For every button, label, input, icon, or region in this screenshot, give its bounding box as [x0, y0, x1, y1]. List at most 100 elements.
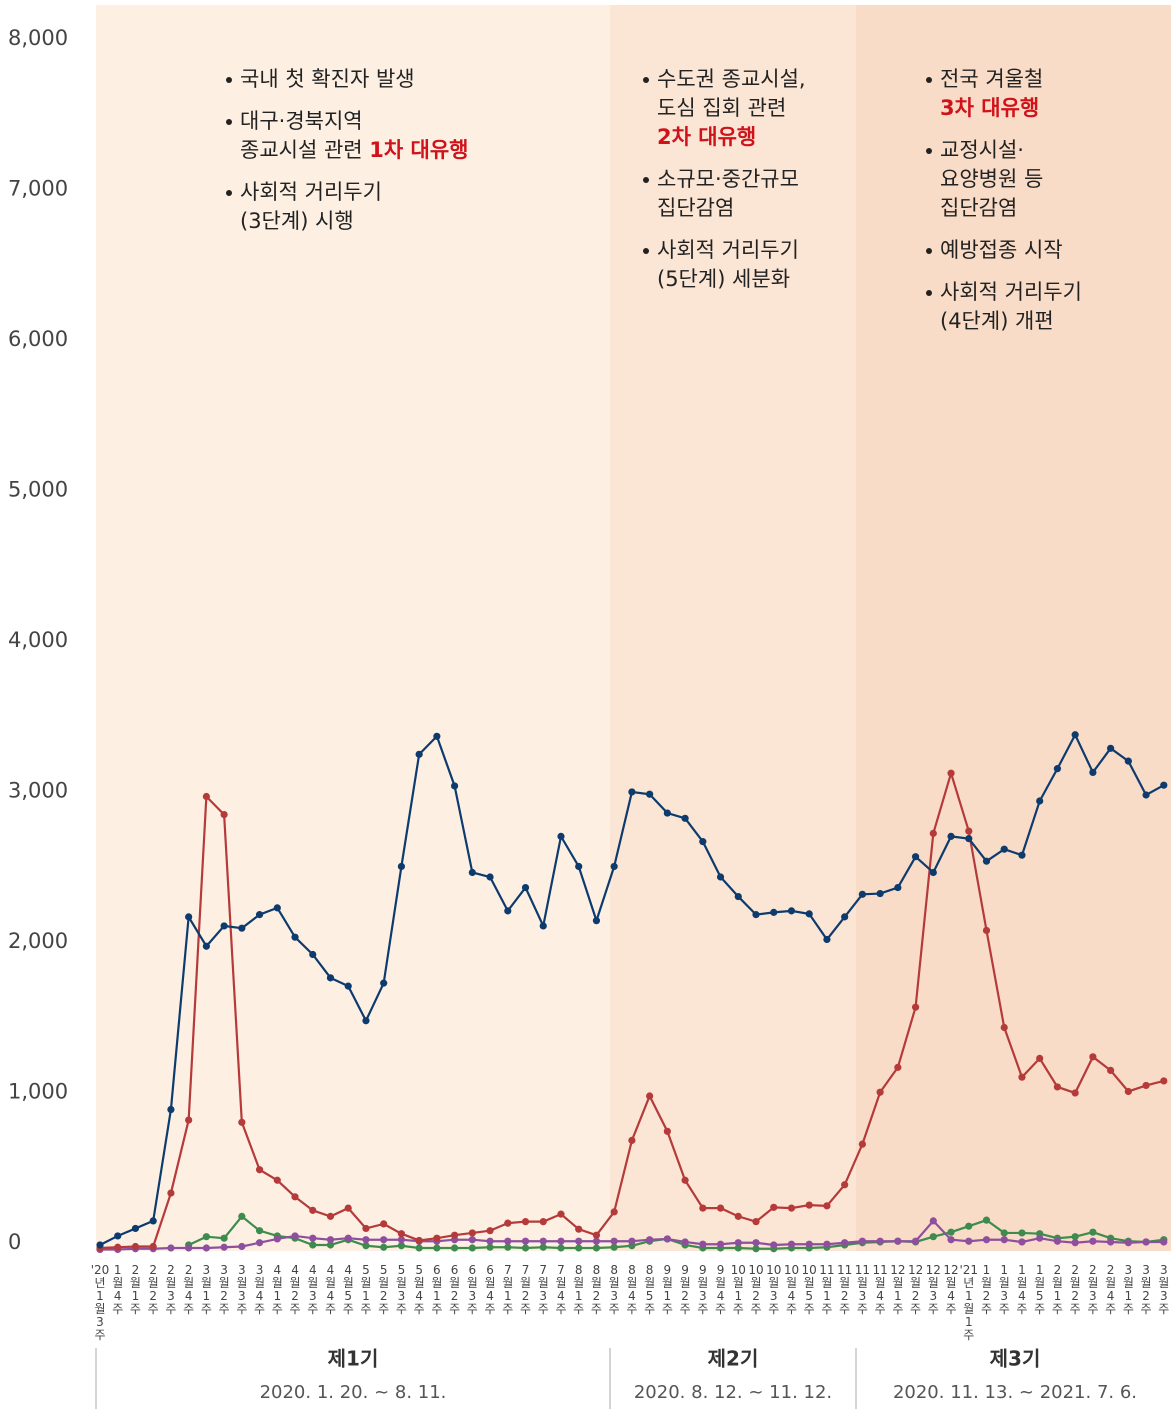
y-tick-label: 0 — [8, 1230, 21, 1254]
x-tick-label-part: 1 — [965, 1289, 973, 1303]
x-tick-label-part: 1 — [433, 1289, 441, 1303]
x-tick-label-part: 월 — [183, 1276, 194, 1290]
x-tick-label-part: 주 — [680, 1302, 691, 1316]
x-tick-label-part: 주 — [165, 1302, 176, 1316]
x-tick-label-part: 4 — [114, 1289, 122, 1303]
annotation-line: 2차 대유행 — [657, 125, 756, 149]
x-tick-label-part: 주 — [467, 1302, 478, 1316]
series-point — [326, 1241, 335, 1249]
annotation-line: 3차 대유행 — [940, 96, 1039, 120]
annotation-line: 대구·경북지역 — [240, 109, 363, 133]
series-point — [947, 832, 955, 840]
series-point — [1089, 768, 1097, 777]
x-tick-label-part: 월 — [839, 1276, 850, 1290]
series-point — [929, 829, 937, 837]
x-tick-label-part: 월 — [396, 1276, 407, 1290]
series-point — [326, 1212, 335, 1220]
x-tick-label-part: 월 — [449, 1276, 460, 1290]
x-tick-label-part: 주 — [219, 1302, 230, 1316]
x-tick-label-part: 주 — [130, 1302, 141, 1316]
bullet — [643, 177, 649, 183]
x-tick-label-part: 월 — [786, 1276, 797, 1290]
series-point — [752, 1218, 760, 1226]
series-point — [610, 1237, 618, 1245]
series-point — [646, 790, 654, 798]
series-point — [468, 1229, 476, 1237]
series-point — [1000, 1236, 1008, 1244]
x-tick-label: 10 월 2 주 — [748, 1263, 763, 1316]
series-point — [557, 1244, 565, 1252]
x-tick-label-part: 3 — [1160, 1263, 1168, 1277]
series-point — [362, 1242, 370, 1250]
series-point — [947, 1236, 955, 1244]
annotation-text: 대구·경북지역 — [240, 109, 363, 133]
series-point — [610, 862, 618, 871]
x-tick-label-part: 주 — [786, 1302, 797, 1316]
x-tick-label-part: 2 — [1142, 1289, 1150, 1303]
x-tick-label-part: 월 — [290, 1276, 301, 1290]
series-point — [114, 1232, 122, 1240]
series-point — [309, 950, 317, 959]
x-tick-label-part: 2 — [1054, 1263, 1062, 1277]
series-point — [894, 1237, 902, 1245]
x-tick-label-part: 주 — [1052, 1302, 1063, 1316]
series-point — [592, 1237, 601, 1245]
series-point — [1071, 1233, 1079, 1241]
x-tick-label: 11 월 3 주 — [855, 1263, 870, 1316]
series-point — [291, 1193, 299, 1201]
series-point — [947, 769, 955, 777]
series-point — [681, 1238, 689, 1246]
x-tick-label-part: 월 — [857, 1276, 868, 1290]
phase-band — [96, 5, 610, 1251]
x-tick-label-part: 5 — [380, 1263, 388, 1277]
series-point — [752, 1239, 760, 1247]
annotation-text: 도심 집회 관련 — [657, 96, 786, 120]
x-tick-label-part: 3 — [929, 1289, 937, 1303]
series-point — [149, 1242, 157, 1251]
series-point — [220, 1234, 228, 1242]
x-tick-label-part: 주 — [272, 1302, 283, 1316]
series-point — [876, 1237, 884, 1245]
series-point — [858, 1237, 866, 1245]
x-tick-label-part: 월 — [697, 1276, 708, 1290]
annotation-line: 집단감염 — [657, 196, 734, 220]
x-tick-label-part: 월 — [821, 1276, 832, 1290]
x-tick-label-part: 주 — [1087, 1302, 1098, 1316]
x-tick-label-part: 월 — [502, 1276, 513, 1290]
series-point — [681, 814, 689, 822]
x-tick-label-part: 월 — [148, 1276, 159, 1290]
series-point — [539, 1243, 547, 1251]
x-tick-label-part: 주 — [875, 1302, 886, 1316]
series-point — [451, 1231, 459, 1239]
series-point — [539, 922, 547, 930]
series-point — [646, 1092, 654, 1100]
series-point — [610, 1208, 618, 1216]
series-point — [823, 1240, 831, 1248]
series-point — [202, 1244, 210, 1252]
y-tick-label: 5,000 — [8, 478, 68, 502]
series-point — [397, 862, 406, 871]
x-tick-label-part: 월 — [360, 1276, 371, 1290]
series-point — [592, 1244, 601, 1252]
series-point — [1000, 1229, 1008, 1237]
series-point — [575, 1225, 583, 1233]
x-tick-label-part: 1 — [575, 1289, 583, 1303]
series-point — [1089, 1228, 1097, 1236]
series-point — [468, 1236, 476, 1244]
series-point — [415, 1236, 423, 1245]
x-tick-label: 10 월 4 주 — [784, 1263, 799, 1316]
y-tick-label: 4,000 — [8, 628, 68, 652]
series-point — [238, 1212, 246, 1220]
x-tick-label-part: 9 — [664, 1263, 672, 1277]
x-tick-label-part: 2 — [752, 1289, 760, 1303]
x-tick-label-part: 1 — [504, 1289, 512, 1303]
